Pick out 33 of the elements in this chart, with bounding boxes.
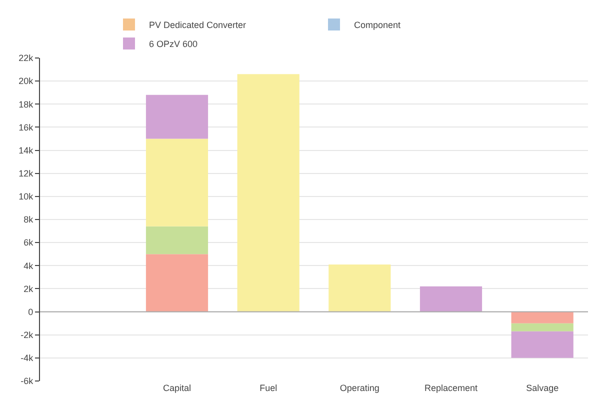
y-tick-label: -4k: [20, 353, 34, 364]
bar: [146, 226, 208, 254]
y-tick-label: 16k: [18, 122, 34, 132]
bar: [237, 74, 300, 312]
y-tick-label: 22k: [18, 53, 34, 64]
y-tick-label: 10k: [18, 192, 34, 202]
y-tick-label: 8k: [24, 214, 34, 225]
legend-label: 6 OPzV 600: [149, 39, 198, 50]
bar: [146, 138, 208, 226]
y-tick-label: 6k: [24, 238, 34, 248]
y-tick-label: 18k: [18, 99, 34, 110]
y-tick-label: 2k: [24, 284, 34, 294]
bar: [511, 323, 574, 332]
y-tick-label: -6k: [20, 376, 34, 386]
y-tick-label: 4k: [24, 260, 34, 271]
y-tick-label: 20k: [18, 76, 34, 86]
y-tick-label: -2k: [20, 330, 34, 340]
bar: [328, 264, 391, 312]
y-tick-label: 0: [28, 306, 34, 317]
y-tick-label: 12k: [18, 168, 34, 179]
x-tick-label: Capital: [162, 383, 192, 393]
bar: [420, 286, 482, 312]
x-tick-label: Replacement: [424, 383, 478, 393]
y-tick-label: 14k: [18, 145, 34, 156]
bar: [511, 331, 574, 358]
bar: [146, 94, 208, 139]
x-tick-label: Salvage: [526, 383, 559, 393]
legend-label: PV Dedicated Converter: [149, 20, 246, 30]
legend-label: Component: [354, 20, 402, 30]
bar: [146, 254, 208, 312]
bar: [511, 312, 574, 324]
x-tick-label: Operating: [340, 383, 380, 393]
x-tick-label: Fuel: [260, 383, 278, 393]
